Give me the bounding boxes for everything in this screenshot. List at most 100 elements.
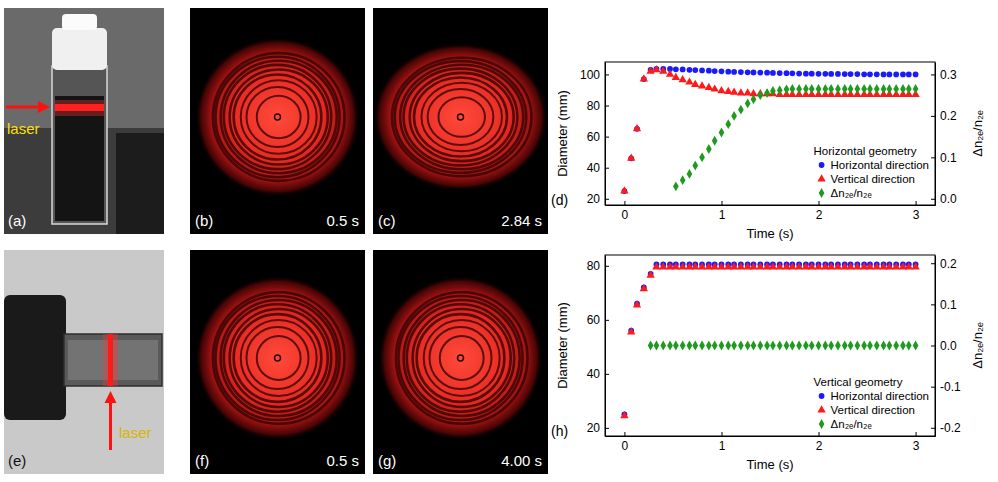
data-point (796, 341, 802, 351)
data-point (834, 262, 842, 269)
data-point (633, 124, 641, 131)
data-point (893, 84, 899, 94)
data-point (784, 341, 790, 351)
data-point (861, 84, 867, 94)
legend-title: Horizontal geometry (814, 145, 917, 157)
tick-label: 3 (913, 439, 920, 453)
tick: 2 (816, 432, 823, 453)
tick: 20 (587, 192, 609, 206)
photo-panel: laser(a) (4, 8, 164, 234)
data-point (764, 70, 770, 76)
time-label: 0.5 s (326, 452, 359, 469)
tick-mark (605, 199, 609, 200)
tick-mark (605, 137, 609, 138)
x-axis: 0123 (606, 432, 936, 453)
cuvette (64, 334, 162, 386)
data-point (738, 69, 744, 75)
axis-line (605, 63, 606, 206)
data-point (672, 262, 680, 269)
y2-axis: 0.00.10.20.3 (931, 63, 957, 207)
y2-axis-title: Δn₂ₑ/n₂ₑ (970, 322, 985, 369)
photo-background (4, 8, 164, 234)
data-point (673, 181, 679, 191)
data-point (905, 262, 913, 269)
tick: 60 (587, 130, 609, 144)
interference-ring (413, 309, 511, 407)
data-point (808, 262, 816, 269)
data-point (913, 84, 919, 94)
data-point (893, 72, 899, 78)
interference-ring (395, 61, 527, 173)
axis-line (605, 256, 606, 437)
y-axis-title: Diameter (mm) (555, 90, 570, 177)
data-point (809, 341, 815, 351)
data-point (691, 80, 699, 87)
data-point (654, 341, 660, 351)
photo-background (190, 8, 365, 234)
data-point (784, 84, 790, 94)
data-point (745, 341, 751, 351)
panel-label: (f) (195, 452, 209, 469)
tick-label: 100 (580, 68, 600, 82)
data-point (730, 262, 738, 269)
data-point (717, 262, 725, 269)
data-point (706, 144, 712, 154)
data-point (731, 111, 737, 121)
tick-mark (721, 201, 722, 205)
time-label: 2.84 s (501, 212, 542, 229)
laser-glow (55, 100, 104, 116)
data-point (719, 68, 725, 74)
tick: 1 (719, 432, 726, 453)
data-point (854, 71, 860, 77)
tick: -0.2 (931, 421, 961, 435)
data-point (789, 70, 795, 76)
data-point (764, 341, 770, 351)
interference-ring (421, 83, 502, 151)
data-point (770, 86, 776, 96)
data-point (659, 67, 667, 74)
data-point (711, 84, 719, 91)
data-point (757, 70, 763, 76)
data-point (685, 77, 693, 84)
tick: 0.0 (931, 339, 957, 353)
data-point (751, 70, 757, 76)
data-point (848, 341, 854, 351)
data-point (855, 341, 861, 351)
legend-title: Vertical geometry (814, 376, 903, 388)
cuvette-knob (62, 14, 97, 30)
ring-glow (195, 276, 360, 441)
data-point (745, 69, 751, 75)
legend: Vertical geometryHorizontal directionVer… (814, 376, 929, 430)
ring-center (275, 114, 281, 120)
tick-label: 0.0 (940, 192, 957, 206)
data-point (738, 105, 744, 115)
data-point (764, 88, 770, 98)
laser-label: laser (7, 120, 40, 137)
data-point (756, 262, 764, 269)
tick: 0.1 (931, 151, 957, 165)
interference-ring (230, 309, 328, 407)
data-point (853, 262, 861, 269)
data-point (874, 71, 880, 77)
data-point (652, 65, 660, 72)
data-point (652, 262, 660, 269)
series (620, 65, 920, 193)
data-point (640, 284, 648, 291)
interference-ring (246, 87, 308, 147)
data-point (699, 152, 705, 162)
data-point (881, 84, 887, 94)
x-axis-title: Time (s) (746, 226, 793, 241)
data-point (737, 88, 745, 95)
data-point (789, 84, 795, 94)
data-point (691, 262, 699, 269)
photo-background (373, 8, 548, 234)
data-point (706, 68, 712, 74)
plot-frame (605, 62, 935, 205)
ring-center (458, 114, 464, 120)
data-point (816, 341, 822, 351)
data-point (867, 84, 873, 94)
y-axis: 20406080100 (580, 63, 609, 207)
data-point (796, 84, 802, 94)
plot-frame (605, 255, 935, 436)
data-point (814, 262, 822, 269)
